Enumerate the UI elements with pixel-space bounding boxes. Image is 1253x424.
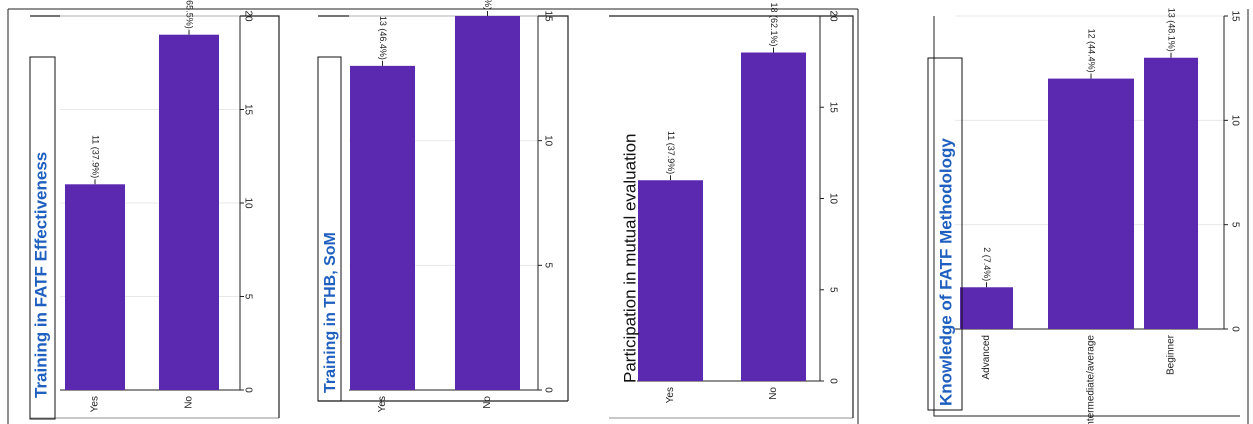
ylabel-box bbox=[317, 56, 342, 402]
data-label: 15 (53.6%) bbox=[483, 0, 493, 10]
y-tick-label: 5 bbox=[242, 294, 253, 300]
y-tick-label: 0 bbox=[1229, 326, 1240, 332]
data-label: 2 (7.4%) bbox=[982, 247, 992, 281]
panel-4-frame bbox=[933, 16, 1240, 417]
data-label: 19 (65.5%) bbox=[185, 0, 195, 29]
y-tick-label: 0 bbox=[542, 387, 553, 393]
y-tick-label: 10 bbox=[1229, 115, 1240, 127]
y-tick-label: 15 bbox=[827, 102, 838, 114]
bar-no bbox=[455, 16, 520, 390]
data-label: 12 (44.4%) bbox=[1087, 29, 1097, 73]
bar-no bbox=[159, 34, 219, 390]
y-tick-label: 5 bbox=[542, 263, 553, 269]
y-tick-label: 10 bbox=[827, 193, 838, 205]
y-tick-label: 0 bbox=[827, 378, 838, 384]
bar-yes bbox=[65, 184, 125, 390]
chart-1: 0 5 10 15 20 11 (37.9%) Yes 19 (65.5%) No Trainin… bbox=[29, 0, 253, 420]
category-label: Intermediate/average bbox=[1086, 335, 1097, 424]
chart-3: 0 5 10 15 20 11 (37.9%) Yes 18 (62.1%) No Partici… bbox=[620, 2, 838, 403]
category-label: No bbox=[482, 396, 493, 409]
data-label: 13 (46.4%) bbox=[378, 16, 388, 60]
y-axis-title: Participation in mutual evaluation bbox=[620, 134, 639, 383]
y-tick-label: 15 bbox=[542, 10, 553, 22]
y-tick-label: 0 bbox=[242, 387, 253, 393]
y-axis-title: Training in THB, SoM bbox=[322, 232, 339, 393]
chart-2: 0 5 10 15 13 (46.4%) Yes 15 (53.6%) No Training … bbox=[317, 0, 553, 412]
data-label: 18 (62.1%) bbox=[769, 2, 779, 46]
ylabel-box bbox=[927, 57, 963, 411]
panel-3-frame bbox=[609, 15, 854, 418]
bar-beginner bbox=[1144, 57, 1198, 329]
y-tick-label: 5 bbox=[827, 287, 838, 293]
data-label: 11 (37.9%) bbox=[91, 135, 101, 178]
y-tick-label: 5 bbox=[1229, 222, 1240, 228]
y-tick-label: 10 bbox=[242, 197, 253, 209]
bar-advanced bbox=[960, 287, 1013, 329]
y-axis-title: Knowledge of FATF Methodology bbox=[936, 138, 955, 406]
category-label: Yes bbox=[377, 396, 388, 412]
y-tick-label: 20 bbox=[827, 10, 838, 22]
charts-root: 0 5 10 15 20 11 (37.9%) Yes 19 (65.5%) No Trainin… bbox=[29, 0, 1240, 424]
bar-yes bbox=[638, 180, 703, 381]
category-label: Advanced bbox=[981, 335, 992, 379]
data-label: 13 (48.1%) bbox=[1167, 8, 1177, 52]
category-label: No bbox=[184, 396, 195, 409]
ylabel-box bbox=[29, 56, 56, 420]
y-tick-label: 15 bbox=[1229, 10, 1240, 22]
y-tick-label: 15 bbox=[242, 104, 253, 116]
category-label: Beginner bbox=[1166, 334, 1177, 375]
category-label: Yes bbox=[90, 396, 101, 412]
y-axis-title: Training in FATF Effectiveness bbox=[31, 152, 50, 398]
bar-intermediate-average bbox=[1048, 78, 1134, 329]
data-label: 11 (37.9%) bbox=[666, 131, 676, 174]
chart-4: 0 5 10 15 2 (7.4%) Advanced 12 (44.4%) Intermed… bbox=[927, 8, 1240, 424]
y-tick-label: 20 bbox=[242, 10, 253, 22]
bar-yes bbox=[350, 65, 415, 390]
category-label: No bbox=[768, 387, 779, 400]
y-tick-label: 10 bbox=[542, 135, 553, 147]
bar-no bbox=[741, 52, 806, 381]
category-label: Yes bbox=[665, 387, 676, 403]
